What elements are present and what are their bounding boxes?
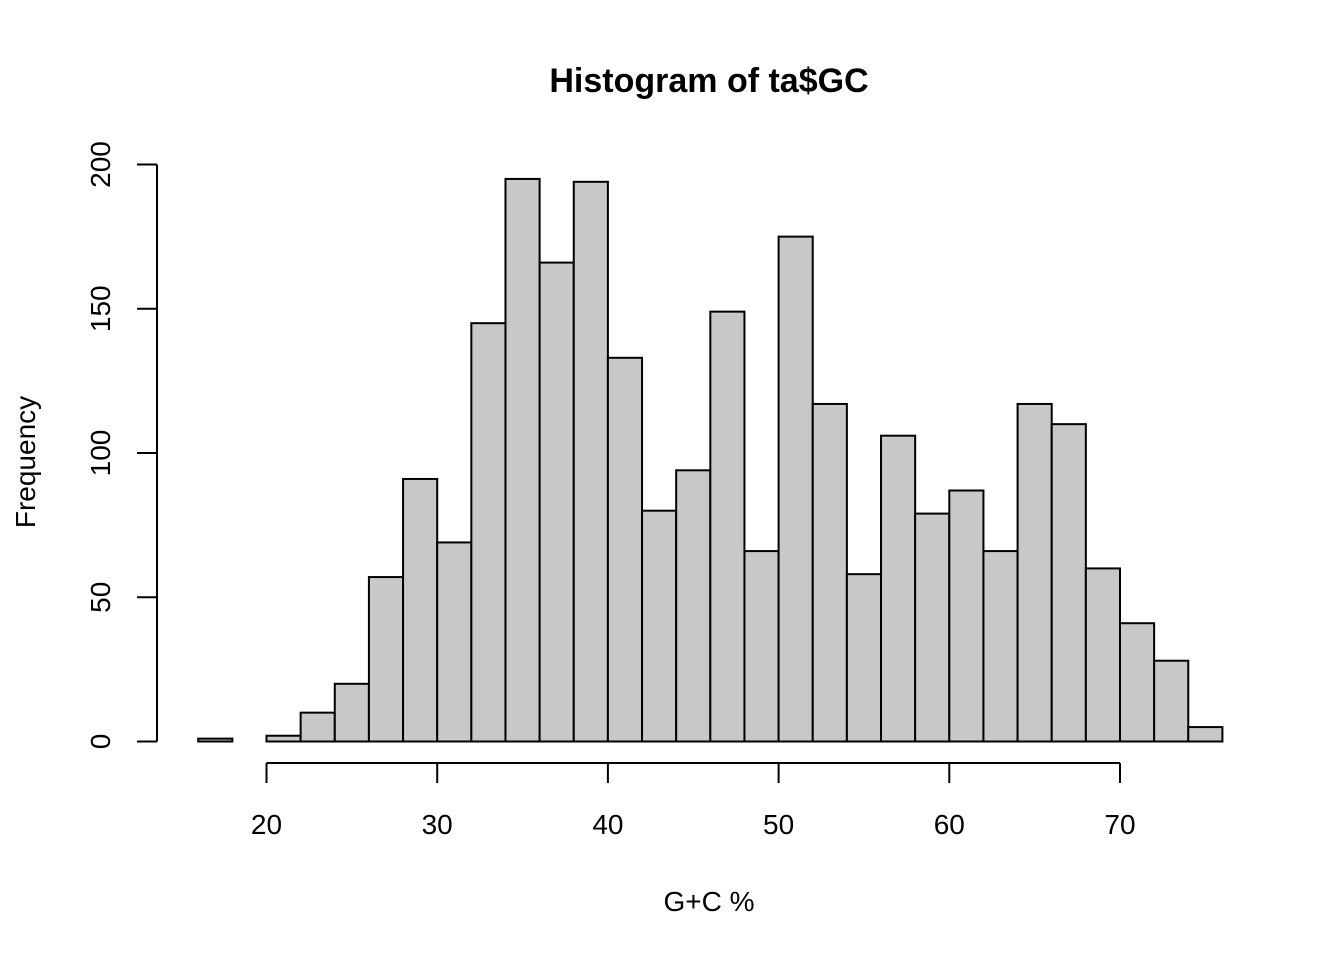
histogram-bar [504, 177, 541, 743]
histogram-bar [811, 402, 848, 743]
x-tick-label: 50 [763, 809, 794, 840]
histogram-bar [1050, 423, 1087, 743]
y-tick-label: 150 [85, 285, 116, 332]
chart-title: Histogram of ta$GC [549, 62, 868, 100]
histogram-bar [265, 734, 302, 743]
histogram-bar [1153, 659, 1190, 743]
histogram-bar [709, 310, 746, 743]
histogram-bar [845, 573, 883, 743]
histogram-bar [606, 356, 644, 743]
histogram-bar [367, 576, 405, 743]
histogram-bar [436, 541, 473, 743]
x-tick-label: 60 [934, 809, 965, 840]
histogram-bar [333, 682, 370, 743]
y-axis-label: Frequency [10, 396, 41, 528]
histogram-bar [777, 235, 814, 743]
x-tick-label: 30 [422, 809, 453, 840]
histogram-bar [1187, 726, 1224, 743]
y-tick-label: 0 [85, 734, 116, 750]
histogram-bar [402, 477, 439, 743]
y-tick-label: 200 [85, 141, 116, 188]
histogram-bar [1016, 402, 1053, 743]
x-tick-label: 20 [251, 809, 282, 840]
histogram-bar [641, 509, 678, 743]
histogram-bar [743, 550, 780, 743]
x-tick-label: 70 [1104, 809, 1135, 840]
histogram-bar [470, 322, 507, 743]
bars-group [197, 177, 1224, 743]
x-axis-label: G+C % [663, 886, 754, 917]
histogram-bar [948, 489, 985, 743]
y-tick-label: 100 [85, 430, 116, 477]
histogram-bar [982, 550, 1019, 743]
histogram-bar [675, 469, 712, 743]
y-axis: 0 50 100 150 200 [85, 141, 158, 750]
histogram-bar [299, 711, 336, 743]
histogram-bar [197, 737, 234, 743]
y-tick-label: 50 [85, 582, 116, 613]
histogram-bar [572, 180, 609, 743]
x-tick-label: 40 [592, 809, 623, 840]
histogram-bar [880, 434, 917, 743]
histogram-bar [538, 261, 575, 743]
x-axis: 20 30 40 50 60 70 [251, 762, 1136, 840]
histogram-bar [1084, 567, 1121, 743]
histogram-bar [1119, 622, 1156, 743]
histogram-bar [914, 512, 951, 743]
